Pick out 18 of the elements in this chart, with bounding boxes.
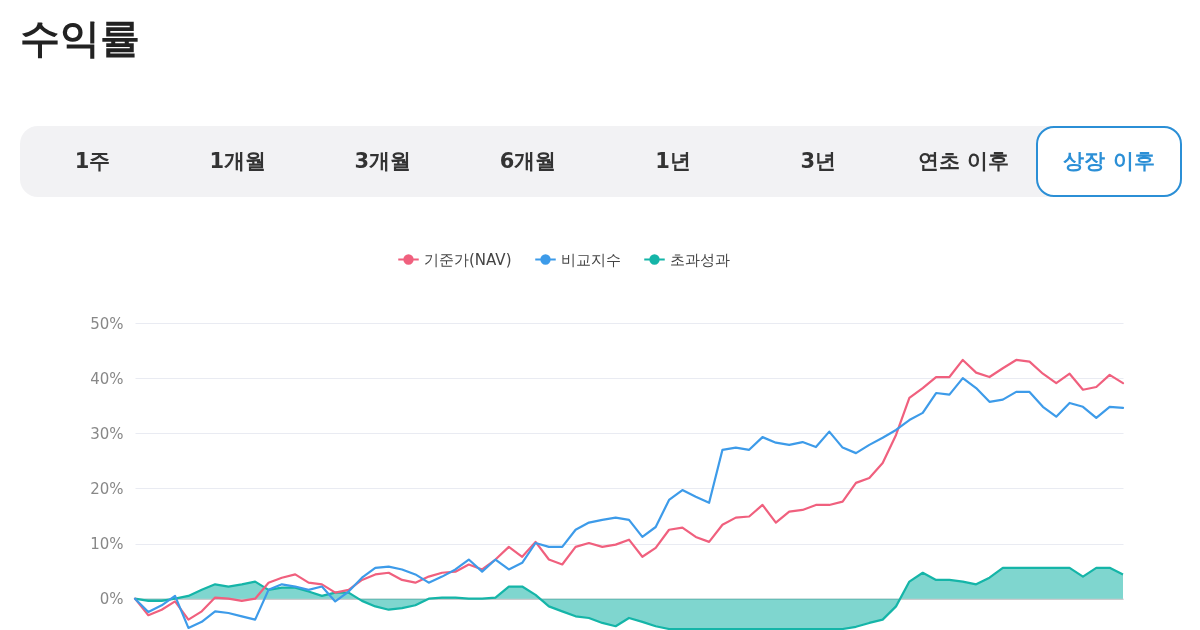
text: 1개월: [208, 148, 267, 175]
y-tick-label: 0%: [99, 590, 124, 609]
legend-label: 기준가(NAV): [424, 250, 512, 269]
y-tick-label: 50%: [90, 314, 124, 333]
y-tick-label: 30%: [90, 424, 124, 443]
text: 상장 이후: [1035, 126, 1182, 197]
y-tick-label: 20%: [90, 479, 124, 498]
text: 1년: [654, 148, 692, 175]
legend-label: 비교지수: [561, 250, 621, 269]
text: 연초 이후: [916, 148, 1011, 175]
legend-label: 초과성과: [670, 250, 730, 269]
text: 3개월: [353, 148, 413, 175]
text: 6개월: [498, 148, 558, 175]
text: 1주: [73, 148, 112, 175]
y-tick-label: 10%: [90, 535, 124, 554]
y-tick-label: 40%: [90, 369, 124, 388]
text: 3년: [799, 148, 838, 175]
chart-title: 수익률: [20, 14, 140, 62]
